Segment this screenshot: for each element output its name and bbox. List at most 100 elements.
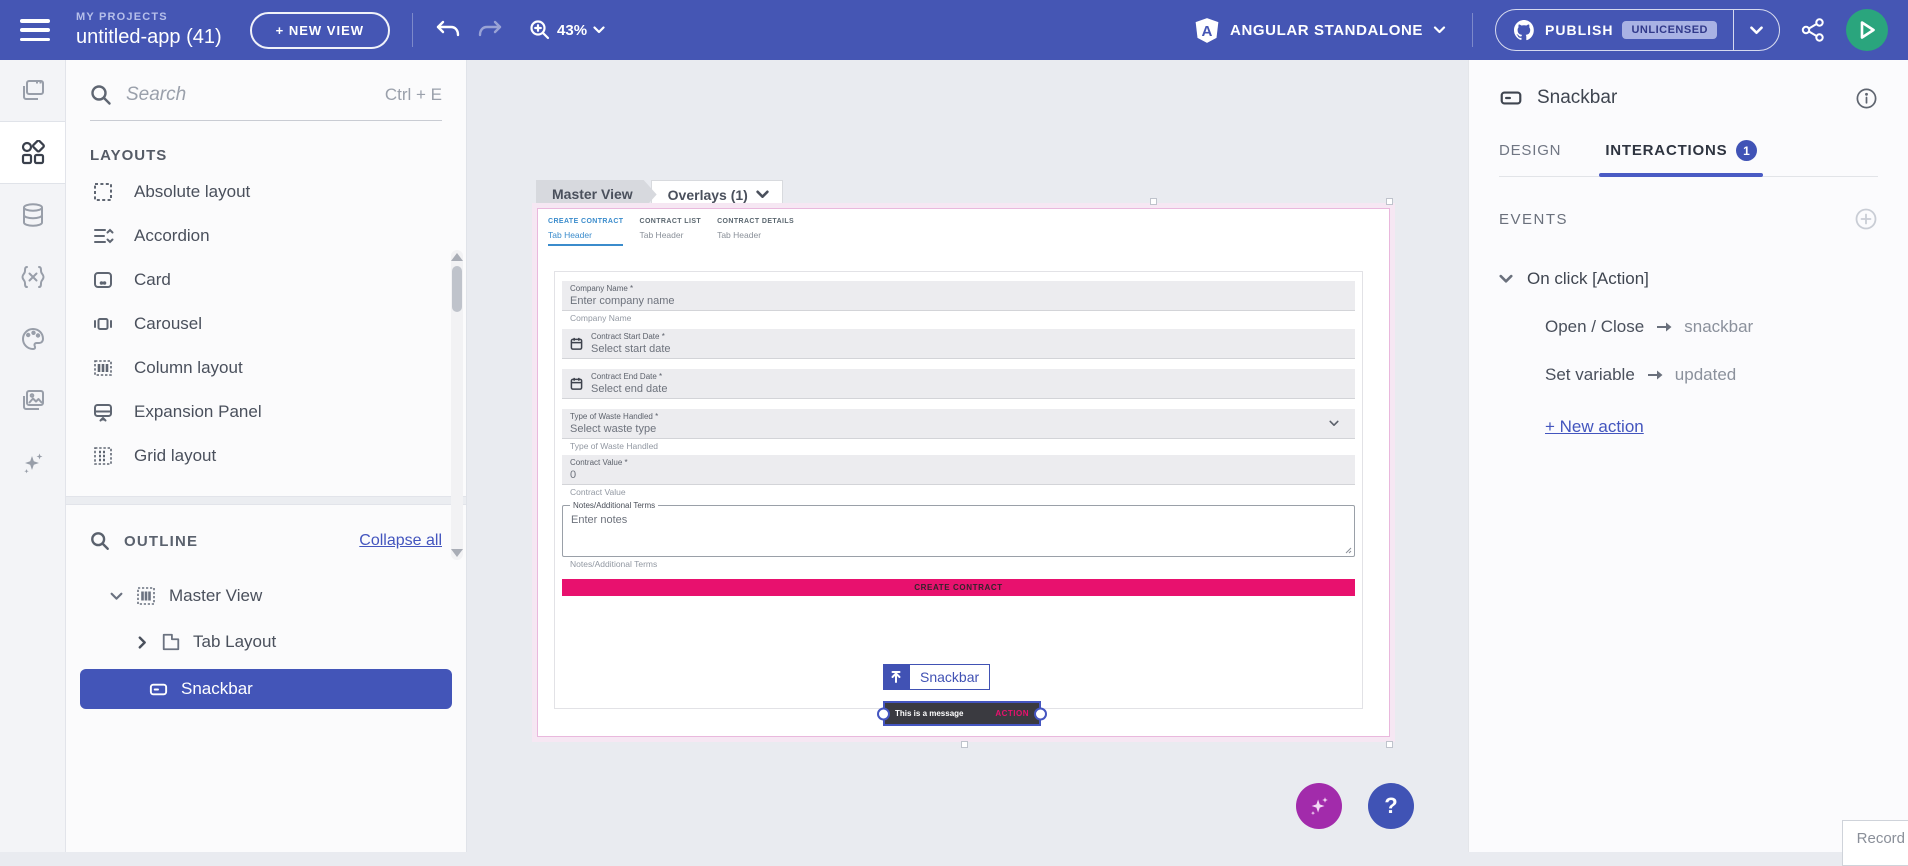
platform-selector[interactable]: A ANGULAR STANDALONE	[1194, 17, 1446, 44]
tab-layout-icon	[161, 632, 181, 652]
snackbar-message: This is a message	[895, 709, 963, 718]
resize-handle[interactable]	[1386, 198, 1393, 205]
layout-item-grid[interactable]: Grid layout	[66, 434, 466, 478]
database-nav-icon[interactable]	[0, 184, 65, 246]
search-icon[interactable]	[90, 531, 110, 551]
share-icon[interactable]	[1800, 17, 1826, 43]
notes-textarea[interactable]: Notes/Additional Terms Enter notes	[562, 505, 1355, 557]
event-on-click[interactable]: On click [Action]	[1499, 269, 1878, 289]
field-label: Contract Value *	[570, 458, 1347, 467]
zoom-control[interactable]: 43%	[529, 19, 605, 41]
variables-nav-icon[interactable]	[0, 246, 65, 308]
overlays-tab[interactable]: Overlays (1)	[651, 180, 783, 209]
resize-grip-icon[interactable]	[1345, 547, 1352, 554]
layout-item-column[interactable]: Column layout	[66, 346, 466, 390]
assets-nav-icon[interactable]	[0, 370, 65, 432]
tree-item-snackbar[interactable]: Snackbar	[80, 669, 452, 709]
ai-sparkle-nav-icon[interactable]	[0, 432, 65, 494]
app-tab-contract-list[interactable]: CONTRACT LIST Tab Header	[639, 218, 701, 246]
app-tab-title: CONTRACT LIST	[639, 218, 701, 225]
ai-assistant-button[interactable]	[1296, 783, 1342, 829]
widgets-nav-icon[interactable]	[0, 122, 65, 184]
layout-item-expansion[interactable]: Expansion Panel	[66, 390, 466, 434]
chevron-down-icon[interactable]	[1499, 274, 1513, 284]
info-icon[interactable]	[1855, 87, 1878, 110]
action-open-close[interactable]: Open / Close snackbar	[1545, 317, 1878, 337]
snackbar-widget[interactable]: This is a message ACTION	[883, 701, 1041, 726]
add-event-icon[interactable]	[1854, 207, 1878, 231]
resize-handle[interactable]	[1150, 198, 1157, 205]
search-input[interactable]	[126, 84, 385, 106]
publish-dropdown-button[interactable]	[1733, 10, 1779, 50]
app-tab-create-contract[interactable]: CREATE CONTRACT Tab Header	[548, 218, 623, 246]
layout-item-label: Grid layout	[134, 446, 216, 466]
collapse-all-link[interactable]: Collapse all	[359, 532, 442, 550]
tree-item-label: Tab Layout	[193, 632, 276, 652]
canvas-view-tabs: Master View Overlays (1)	[536, 180, 783, 209]
field-helper: Company Name	[562, 311, 1355, 323]
chevron-right-icon[interactable]	[135, 636, 149, 649]
zoom-in-icon	[529, 19, 551, 41]
waste-type-select[interactable]: Type of Waste Handled * Select waste typ…	[562, 409, 1355, 439]
action-set-variable[interactable]: Set variable updated	[1545, 365, 1878, 385]
redo-icon[interactable]	[477, 19, 503, 41]
field-helper: Type of Waste Handled	[562, 439, 1355, 451]
contract-value-field[interactable]: Contract Value * 0	[562, 455, 1355, 485]
chevron-down-icon[interactable]	[109, 592, 123, 601]
layout-item-absolute[interactable]: Absolute layout	[66, 170, 466, 214]
company-name-field[interactable]: Company Name * Enter company name	[562, 281, 1355, 311]
card-icon	[92, 269, 114, 291]
tree-item-master-view[interactable]: Master View	[66, 577, 466, 615]
chevron-down-icon	[1433, 26, 1446, 34]
field-placeholder: Select end date	[591, 383, 1347, 395]
action-name: Open / Close	[1545, 317, 1644, 337]
record-tooltip[interactable]: Record	[1842, 820, 1908, 866]
pages-nav-icon[interactable]	[0, 60, 65, 122]
contract-start-date-field[interactable]: Contract Start Date * Select start date	[562, 329, 1355, 359]
preview-play-button[interactable]	[1846, 9, 1888, 51]
grid-layout-icon	[92, 445, 114, 467]
publish-button[interactable]: PUBLISH UNLICENSED	[1496, 10, 1733, 50]
selection-handle[interactable]	[877, 707, 890, 720]
resize-handle[interactable]	[1386, 741, 1393, 748]
breadcrumb: MY PROJECTS	[76, 11, 222, 24]
snackbar-action[interactable]: ACTION	[995, 709, 1029, 718]
layouts-scrollbar[interactable]	[451, 250, 463, 560]
section-divider	[66, 496, 466, 505]
layout-item-label: Absolute layout	[134, 182, 250, 202]
app-tab-contract-details[interactable]: CONTRACT DETAILS Tab Header	[717, 218, 794, 246]
tab-design[interactable]: DESIGN	[1499, 140, 1561, 176]
undo-icon[interactable]	[435, 19, 461, 41]
new-view-button[interactable]: + NEW VIEW	[250, 12, 390, 49]
arrow-right-icon	[1647, 369, 1663, 381]
layout-item-carousel[interactable]: Carousel	[66, 302, 466, 346]
resize-handle[interactable]	[961, 741, 968, 748]
theme-nav-icon[interactable]	[0, 308, 65, 370]
tree-item-tab-layout[interactable]: Tab Layout	[66, 623, 466, 661]
layout-item-label: Column layout	[134, 358, 243, 378]
app-tab-subtitle: Tab Header	[639, 230, 701, 240]
new-action-link[interactable]: + New action	[1545, 417, 1644, 437]
properties-header: Snackbar	[1499, 86, 1878, 110]
project-name: untitled-app (41)	[76, 26, 222, 49]
field-placeholder: Enter notes	[571, 514, 1346, 526]
interactions-count-badge: 1	[1736, 140, 1757, 161]
tab-interactions[interactable]: INTERACTIONS 1	[1605, 140, 1757, 176]
master-view-tab-label: Master View	[552, 186, 633, 202]
layout-item-accordion[interactable]: Accordion	[66, 214, 466, 258]
snackbar-icon	[148, 679, 169, 700]
field-helper: Notes/Additional Terms	[562, 557, 1355, 569]
layout-item-card[interactable]: Card	[66, 258, 466, 302]
snackbar-widget-tag[interactable]: Snackbar	[883, 664, 990, 690]
field-label: Contract Start Date *	[591, 332, 1347, 341]
help-button[interactable]: ?	[1368, 783, 1414, 829]
layout-item-label: Expansion Panel	[134, 402, 262, 422]
create-contract-button[interactable]: CREATE CONTRACT	[562, 579, 1355, 596]
page-design-frame[interactable]: CREATE CONTRACT Tab Header CONTRACT LIST…	[537, 208, 1390, 737]
hamburger-menu-icon[interactable]	[20, 19, 50, 41]
field-placeholder: Select waste type	[570, 423, 1329, 435]
contract-end-date-field[interactable]: Contract End Date * Select end date	[562, 369, 1355, 399]
carousel-icon	[92, 313, 114, 335]
selection-handle[interactable]	[1034, 707, 1047, 720]
master-view-tab[interactable]: Master View	[536, 180, 657, 209]
